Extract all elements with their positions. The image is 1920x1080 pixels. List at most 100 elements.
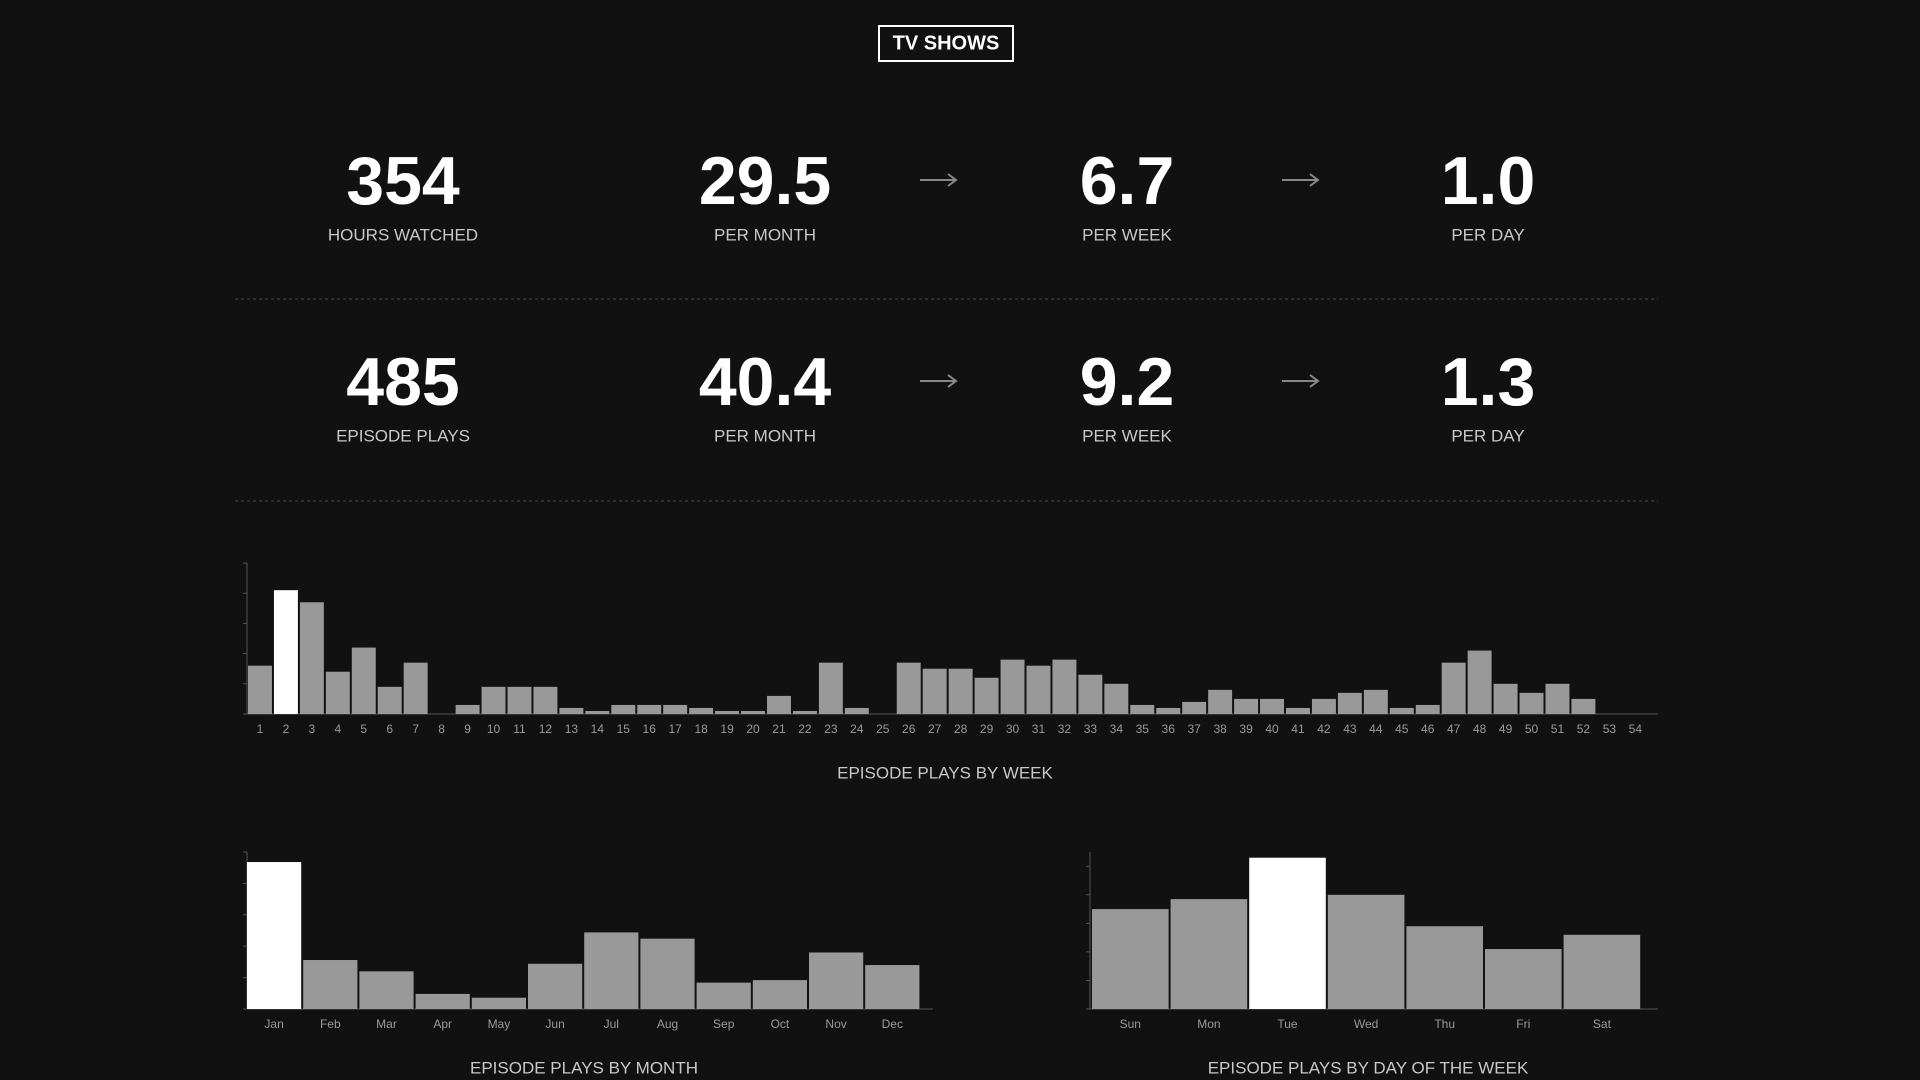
bar: [1182, 701, 1207, 714]
x-tick-label: Mon: [1197, 1017, 1220, 1031]
bar: [865, 965, 920, 1009]
x-tick-label: 47: [1447, 722, 1461, 736]
x-tick-label: 45: [1395, 722, 1409, 736]
chart-title: EPISODE PLAYS BY MONTH: [470, 1058, 698, 1077]
bar: [299, 602, 324, 714]
x-tick-label: Jul: [604, 1017, 619, 1031]
stat-label: PER WEEK: [1082, 426, 1172, 445]
x-tick-label: 40: [1265, 722, 1279, 736]
x-tick-label: 43: [1343, 722, 1357, 736]
x-tick-label: Dec: [882, 1017, 903, 1031]
x-tick-label: Sat: [1593, 1017, 1612, 1031]
bar: [455, 704, 480, 714]
stat-value: 40.4: [699, 344, 832, 420]
x-tick-label: 4: [334, 722, 341, 736]
x-tick-label: 34: [1110, 722, 1124, 736]
bar: [1389, 707, 1414, 714]
stat-value: 485: [346, 344, 459, 420]
x-tick-label: Tue: [1277, 1017, 1298, 1031]
bar: [584, 932, 639, 1009]
arrow: [1282, 173, 1320, 187]
chart-title: EPISODE PLAYS BY DAY OF THE WEEK: [1208, 1058, 1529, 1077]
x-tick-label: 22: [798, 722, 812, 736]
bar: [325, 671, 350, 714]
x-tick-label: 38: [1213, 722, 1227, 736]
stat-value: 6.7: [1080, 143, 1175, 219]
x-tick-label: 3: [309, 722, 316, 736]
x-tick-label: 18: [694, 722, 708, 736]
bar: [809, 952, 864, 1009]
x-tick-label: 10: [487, 722, 501, 736]
x-tick-label: 5: [360, 722, 367, 736]
x-tick-label: 41: [1291, 722, 1305, 736]
bar: [1078, 674, 1103, 714]
x-tick-label: May: [488, 1017, 511, 1031]
x-tick-label: 35: [1136, 722, 1150, 736]
x-tick-label: Mar: [376, 1017, 397, 1031]
x-tick-label: 42: [1317, 722, 1331, 736]
arrows: [920, 173, 1320, 388]
bar: [1286, 707, 1310, 714]
stat-value: 29.5: [699, 143, 831, 219]
x-tick-label: 44: [1369, 722, 1383, 736]
bar: [1000, 659, 1025, 714]
bar: [247, 862, 302, 1009]
x-tick-label: 8: [438, 722, 445, 736]
x-tick-label: 9: [464, 722, 471, 736]
x-tick-label: 31: [1032, 722, 1046, 736]
chart-title: EPISODE PLAYS BY WEEK: [837, 763, 1053, 782]
bar: [696, 982, 751, 1009]
bar: [1406, 926, 1483, 1009]
x-tick-label: 6: [386, 722, 393, 736]
x-tick-label: 26: [902, 722, 916, 736]
stat-label: PER DAY: [1451, 225, 1524, 244]
bar: [359, 971, 414, 1009]
header-title: TV SHOWS: [893, 32, 1000, 54]
stat-label: HOURS WATCHED: [328, 225, 478, 244]
bar: [974, 677, 999, 714]
x-tick-label: Jun: [545, 1017, 564, 1031]
bar: [1104, 683, 1129, 714]
x-tick-label: 14: [591, 722, 605, 736]
x-tick-label: 12: [539, 722, 553, 736]
stat-value: 9.2: [1080, 344, 1175, 420]
x-tick-label: 36: [1162, 722, 1176, 736]
x-tick-label: 17: [668, 722, 682, 736]
bar: [1327, 894, 1405, 1009]
stat-label: PER WEEK: [1082, 225, 1172, 244]
bar: [1234, 698, 1259, 714]
x-tick-label: 24: [850, 722, 864, 736]
arrow: [920, 173, 958, 187]
bar: [533, 686, 558, 714]
bar: [818, 662, 843, 714]
bar: [844, 707, 869, 714]
bar: [471, 997, 526, 1009]
x-tick-label: 2: [283, 722, 290, 736]
x-tick-label: 52: [1577, 722, 1591, 736]
bar: [752, 980, 807, 1009]
x-tick-label: 30: [1006, 722, 1020, 736]
bar: [559, 707, 584, 714]
x-tick-label: 29: [980, 722, 994, 736]
bar: [1441, 662, 1466, 714]
bar: [507, 686, 532, 714]
x-tick-label: 37: [1187, 722, 1201, 736]
x-tick-label: 46: [1421, 722, 1435, 736]
x-tick-label: 48: [1473, 722, 1487, 736]
x-tick-label: 54: [1629, 722, 1643, 736]
bar: [922, 668, 947, 714]
x-tick-label: Fri: [1516, 1017, 1530, 1031]
stat-value: 1.0: [1441, 143, 1536, 219]
bar: [1415, 704, 1440, 714]
bar: [1260, 698, 1284, 714]
x-tick-label: Apr: [433, 1017, 452, 1031]
bar: [273, 590, 298, 714]
x-tick-label: Oct: [771, 1017, 790, 1031]
stat-label: EPISODE PLAYS: [336, 426, 470, 445]
x-tick-label: 33: [1084, 722, 1098, 736]
bar: [303, 960, 358, 1009]
bar: [415, 993, 470, 1009]
bar: [1485, 949, 1562, 1009]
x-tick-label: 27: [928, 722, 942, 736]
